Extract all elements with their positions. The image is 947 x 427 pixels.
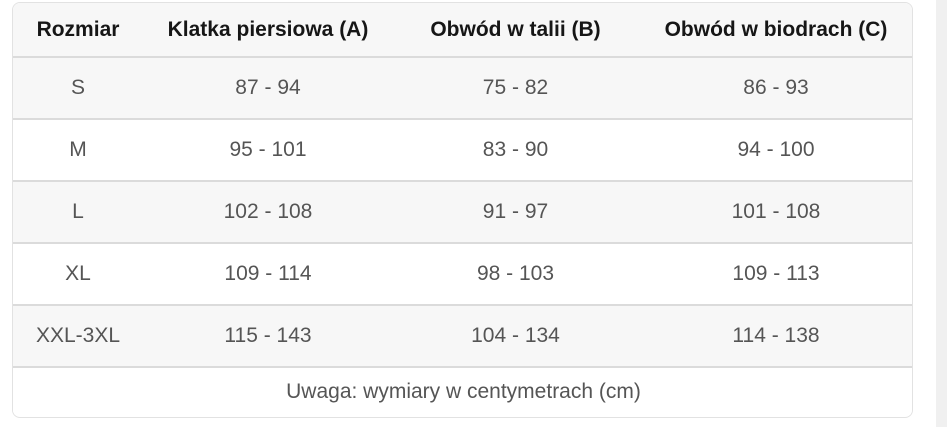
header-row: Rozmiar Klatka piersiowa (A) Obwód w tal… <box>13 3 912 57</box>
cell-waist: 83 - 90 <box>393 118 638 181</box>
cell-hips: 101 - 108 <box>638 180 912 243</box>
cell-waist: 75 - 82 <box>393 56 638 119</box>
table-row-m: M 95 - 101 83 - 90 94 - 100 <box>13 118 912 181</box>
size-chart-table: Rozmiar Klatka piersiowa (A) Obwód w tal… <box>13 3 912 415</box>
cell-chest: 95 - 101 <box>143 118 393 181</box>
column-header-hips: Obwód w biodrach (C) <box>664 17 888 41</box>
cell-chest: 115 - 143 <box>143 304 393 367</box>
footer-row: Uwaga: wymiary w centymetrach (cm) <box>13 366 912 415</box>
cell-hips: 114 - 138 <box>638 304 912 367</box>
cell-waist: 104 - 134 <box>393 304 638 367</box>
table-row-xl: XL 109 - 114 98 - 103 109 - 113 <box>13 242 912 305</box>
cell-waist: 91 - 97 <box>393 180 638 243</box>
cell-waist: 98 - 103 <box>393 242 638 305</box>
column-header-chest: Klatka piersiowa (A) <box>167 17 369 41</box>
cell-chest: 102 - 108 <box>143 180 393 243</box>
table-body: S 87 - 94 75 - 82 86 - 93 M 95 - 101 83 … <box>13 56 912 367</box>
cell-chest: 109 - 114 <box>143 242 393 305</box>
cell-size: XXL-3XL <box>13 304 143 367</box>
size-chart-card: Rozmiar Klatka piersiowa (A) Obwód w tal… <box>12 2 913 418</box>
cell-size: M <box>13 118 143 181</box>
table-row-s: S 87 - 94 75 - 82 86 - 93 <box>13 56 912 119</box>
cell-size: S <box>13 56 143 119</box>
table-footer: Uwaga: wymiary w centymetrach (cm) <box>13 366 912 415</box>
table-row-l: L 102 - 108 91 - 97 101 - 108 <box>13 180 912 243</box>
column-header-waist: Obwód w talii (B) <box>430 17 601 41</box>
cell-hips: 109 - 113 <box>638 242 912 305</box>
cell-size: L <box>13 180 143 243</box>
column-header-size: Rozmiar <box>36 17 120 41</box>
scrollbar-track[interactable] <box>936 0 947 427</box>
cell-chest: 87 - 94 <box>143 56 393 119</box>
cell-hips: 86 - 93 <box>638 56 912 119</box>
cell-size: XL <box>13 242 143 305</box>
table-row-xxl-3xl: XXL-3XL 115 - 143 104 - 134 114 - 138 <box>13 304 912 367</box>
table-header: Rozmiar Klatka piersiowa (A) Obwód w tal… <box>13 3 912 57</box>
cell-hips: 94 - 100 <box>638 118 912 181</box>
footer-note: Uwaga: wymiary w centymetrach (cm) <box>13 366 912 415</box>
